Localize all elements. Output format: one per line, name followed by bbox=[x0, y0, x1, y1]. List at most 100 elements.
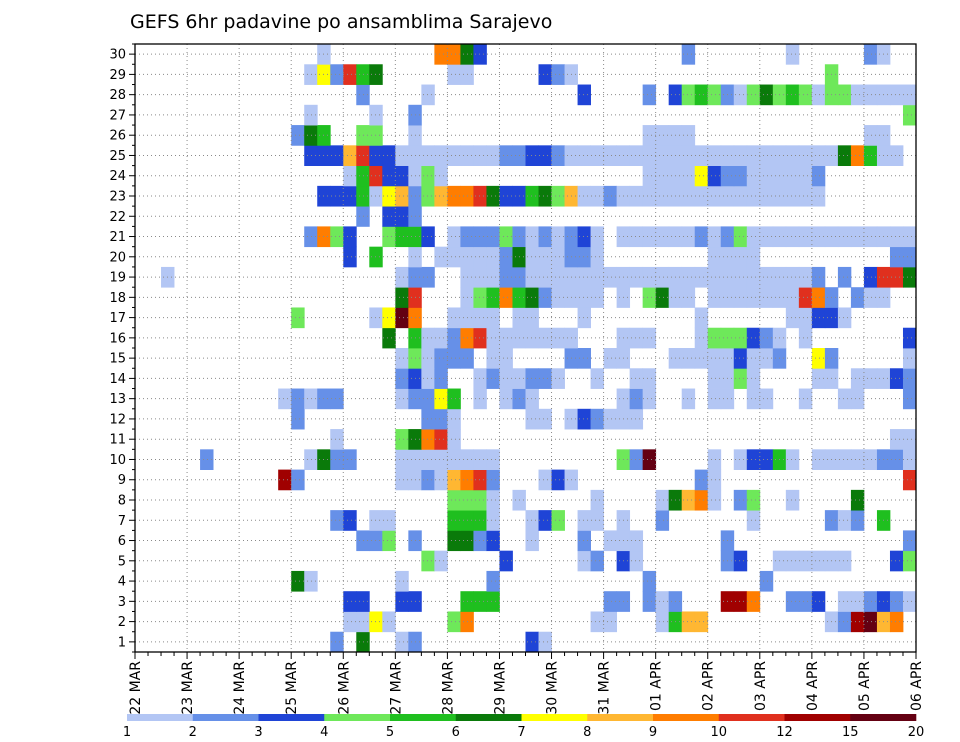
heatmap-cell bbox=[447, 611, 461, 633]
heatmap-cell bbox=[642, 570, 657, 592]
heatmap-cell bbox=[395, 570, 409, 592]
heatmap-cell bbox=[577, 145, 591, 166]
heatmap-cell bbox=[889, 611, 904, 633]
y-tick-label: 7 bbox=[118, 514, 126, 529]
heatmap-cell bbox=[369, 611, 383, 633]
heatmap-cell bbox=[577, 510, 591, 531]
heatmap-cell bbox=[707, 348, 722, 369]
heatmap-cell bbox=[850, 388, 865, 410]
y-tick-label: 13 bbox=[109, 392, 126, 407]
heatmap-cell bbox=[863, 611, 878, 633]
heatmap-cell bbox=[733, 226, 748, 248]
heatmap-cell bbox=[421, 165, 435, 187]
colorbar-tick-label: 3 bbox=[254, 725, 262, 740]
heatmap-cell bbox=[746, 510, 761, 531]
y-tick-label: 9 bbox=[118, 473, 126, 488]
heatmap-cell bbox=[551, 469, 565, 491]
heatmap-cell bbox=[551, 185, 565, 207]
heatmap-cell bbox=[655, 125, 670, 146]
heatmap-cell bbox=[382, 165, 396, 187]
heatmap-cell bbox=[525, 226, 539, 248]
heatmap-cell bbox=[356, 530, 370, 552]
colorbar-segment bbox=[324, 714, 391, 721]
heatmap-cell bbox=[850, 591, 865, 612]
heatmap-cell bbox=[473, 388, 487, 410]
colorbar-segment bbox=[127, 714, 194, 721]
heatmap-cell bbox=[447, 226, 461, 248]
heatmap-cell bbox=[382, 206, 396, 227]
heatmap-cell bbox=[655, 165, 670, 187]
heatmap-cell bbox=[889, 591, 904, 612]
heatmap-cell bbox=[278, 469, 292, 491]
heatmap-cell bbox=[304, 388, 318, 410]
heatmap-cell bbox=[343, 64, 357, 85]
heatmap-cell bbox=[655, 145, 670, 166]
heatmap-cell bbox=[811, 84, 826, 106]
heatmap-cell bbox=[746, 368, 761, 389]
heatmap-cell bbox=[785, 266, 800, 288]
heatmap-cell bbox=[590, 266, 604, 288]
heatmap-cell bbox=[707, 327, 722, 349]
heatmap-cell bbox=[642, 368, 657, 389]
colorbar-segment bbox=[784, 714, 851, 721]
heatmap-cell bbox=[395, 591, 409, 612]
x-tick-label: 03 APR bbox=[753, 661, 769, 711]
heatmap-cell bbox=[356, 165, 370, 187]
heatmap-cell bbox=[447, 429, 461, 450]
y-tick-label: 2 bbox=[118, 615, 126, 630]
colorbar-tick-label: 9 bbox=[649, 725, 657, 740]
heatmap-cell bbox=[759, 388, 774, 410]
heatmap-cell bbox=[473, 226, 487, 248]
heatmap-cell bbox=[785, 550, 800, 572]
heatmap-cell bbox=[421, 327, 435, 349]
heatmap-cell bbox=[746, 287, 761, 308]
heatmap-cell bbox=[746, 185, 761, 207]
heatmap-cell bbox=[902, 266, 917, 288]
heatmap-cell bbox=[733, 489, 748, 511]
heatmap-cell bbox=[642, 125, 657, 146]
heatmap-cell bbox=[642, 84, 657, 106]
heatmap-cell bbox=[447, 307, 461, 329]
heatmap-cell bbox=[590, 246, 604, 268]
heatmap-cell bbox=[603, 185, 618, 207]
heatmap-cell bbox=[759, 570, 774, 592]
heatmap-cell bbox=[486, 449, 500, 470]
heatmap-cell bbox=[369, 185, 383, 207]
heatmap-cell bbox=[811, 165, 826, 187]
heatmap-cell bbox=[473, 185, 487, 207]
heatmap-cell bbox=[421, 266, 435, 288]
heatmap-cell bbox=[629, 449, 644, 470]
grid-lines bbox=[135, 44, 916, 652]
colorbar-tick-label: 1 bbox=[123, 725, 131, 740]
x-tick-label: 31 MAR bbox=[597, 661, 613, 715]
heatmap-cell bbox=[746, 165, 761, 187]
heatmap-cell bbox=[642, 165, 657, 187]
heatmap-cell bbox=[629, 388, 644, 410]
heatmap-cell bbox=[304, 449, 318, 470]
heatmap-cell bbox=[304, 570, 318, 592]
heatmap-cell bbox=[304, 64, 318, 85]
heatmap-cell bbox=[603, 266, 618, 288]
heatmap-cell bbox=[486, 530, 500, 552]
heatmap-cell bbox=[629, 266, 644, 288]
heatmap-cell bbox=[811, 368, 826, 389]
heatmap-cell bbox=[330, 226, 344, 248]
heatmap-cell bbox=[434, 388, 448, 410]
heatmap-cell bbox=[525, 287, 539, 308]
heatmap-cell bbox=[525, 408, 539, 430]
heatmap-cell bbox=[681, 489, 696, 511]
heatmap-cell bbox=[421, 185, 435, 207]
heatmap-cell bbox=[655, 226, 670, 248]
x-tick-label: 23 MAR bbox=[180, 661, 196, 715]
heatmap-cell bbox=[798, 287, 813, 308]
heatmap-cell bbox=[434, 44, 448, 65]
heatmap-cell bbox=[902, 226, 917, 248]
heatmap-cell bbox=[902, 388, 917, 410]
heatmap-cell bbox=[330, 449, 344, 470]
heatmap-cell bbox=[473, 510, 487, 531]
x-tick-label: 27 MAR bbox=[388, 661, 404, 715]
heatmap-cell bbox=[343, 145, 357, 166]
heatmap-cell bbox=[837, 307, 852, 329]
heatmap-cell bbox=[499, 327, 513, 349]
heatmap-cell bbox=[694, 348, 709, 369]
